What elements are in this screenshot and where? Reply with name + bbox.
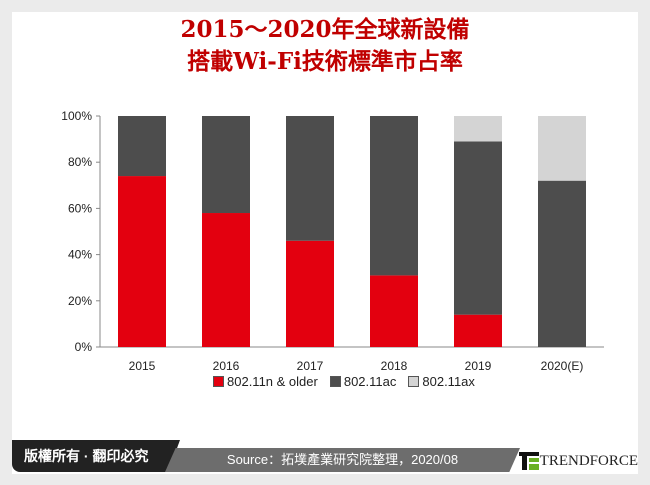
x-tick-label: 2020(E) [541, 359, 584, 373]
y-tick-label: 20% [68, 294, 92, 308]
legend-swatch [408, 376, 420, 387]
legend-label: 802.11n & older [227, 374, 318, 389]
y-tick-label: 60% [68, 201, 92, 215]
source-note: Source：拓墣產業研究院整理，2020/08 [165, 448, 520, 472]
bar-802-11n-older-2015 [118, 176, 166, 347]
x-tick-label: 2016 [213, 359, 240, 373]
copyright-banner: 版權所有 · 翻印必究 [12, 440, 180, 472]
bar-802-11ac-2019 [454, 141, 502, 315]
y-tick-label: 40% [68, 248, 92, 262]
y-tick-label: 80% [68, 155, 92, 169]
title-line-2: 搭載Wi-Fi技術標準市占率 [187, 48, 463, 75]
legend-item: 802.11ac [329, 374, 397, 389]
legend-item: 802.11n & older [213, 374, 318, 389]
y-tick-label: 0% [75, 340, 93, 354]
legend-label: 802.11ax [422, 374, 475, 389]
title-line-1: 2015～2020年全球新設備 [180, 16, 470, 43]
x-tick-label: 2019 [465, 359, 492, 373]
bar-802-11ax-2019 [454, 116, 502, 142]
bar-802-11ac-2016 [202, 116, 250, 214]
bar-802-11n-older-2019 [454, 314, 502, 347]
x-tick-label: 2018 [381, 359, 408, 373]
bar-802-11n-older-2017 [286, 240, 334, 347]
chart-title: 2015～2020年全球新設備 搭載Wi-Fi技術標準市占率 [0, 14, 650, 78]
bar-802-11n-older-2018 [370, 275, 418, 347]
x-tick-label: 2015 [129, 359, 156, 373]
legend-swatch [329, 376, 341, 387]
y-tick-label: 100% [61, 109, 92, 123]
legend-swatch [213, 376, 224, 387]
bar-802-11ac-2018 [370, 116, 418, 276]
x-tick-label: 2017 [297, 359, 324, 373]
trendforce-logo-icon [519, 452, 539, 470]
bar-802-11ac-2015 [118, 116, 166, 177]
bar-802-11n-older-2016 [202, 213, 250, 347]
legend-item: 802.11ax [408, 374, 475, 389]
brand-name: TRENDFORCE [539, 452, 638, 469]
bar-802-11ac-2017 [286, 116, 334, 241]
trendforce-logo: TRENDFORCE [505, 448, 638, 474]
legend: 802.11n & older 802.11ac 802.11ax [213, 374, 475, 389]
legend-label: 802.11ac [343, 374, 397, 389]
bar-802-11ac-2020E [538, 180, 586, 347]
bar-802-11ax-2020E [538, 116, 586, 181]
